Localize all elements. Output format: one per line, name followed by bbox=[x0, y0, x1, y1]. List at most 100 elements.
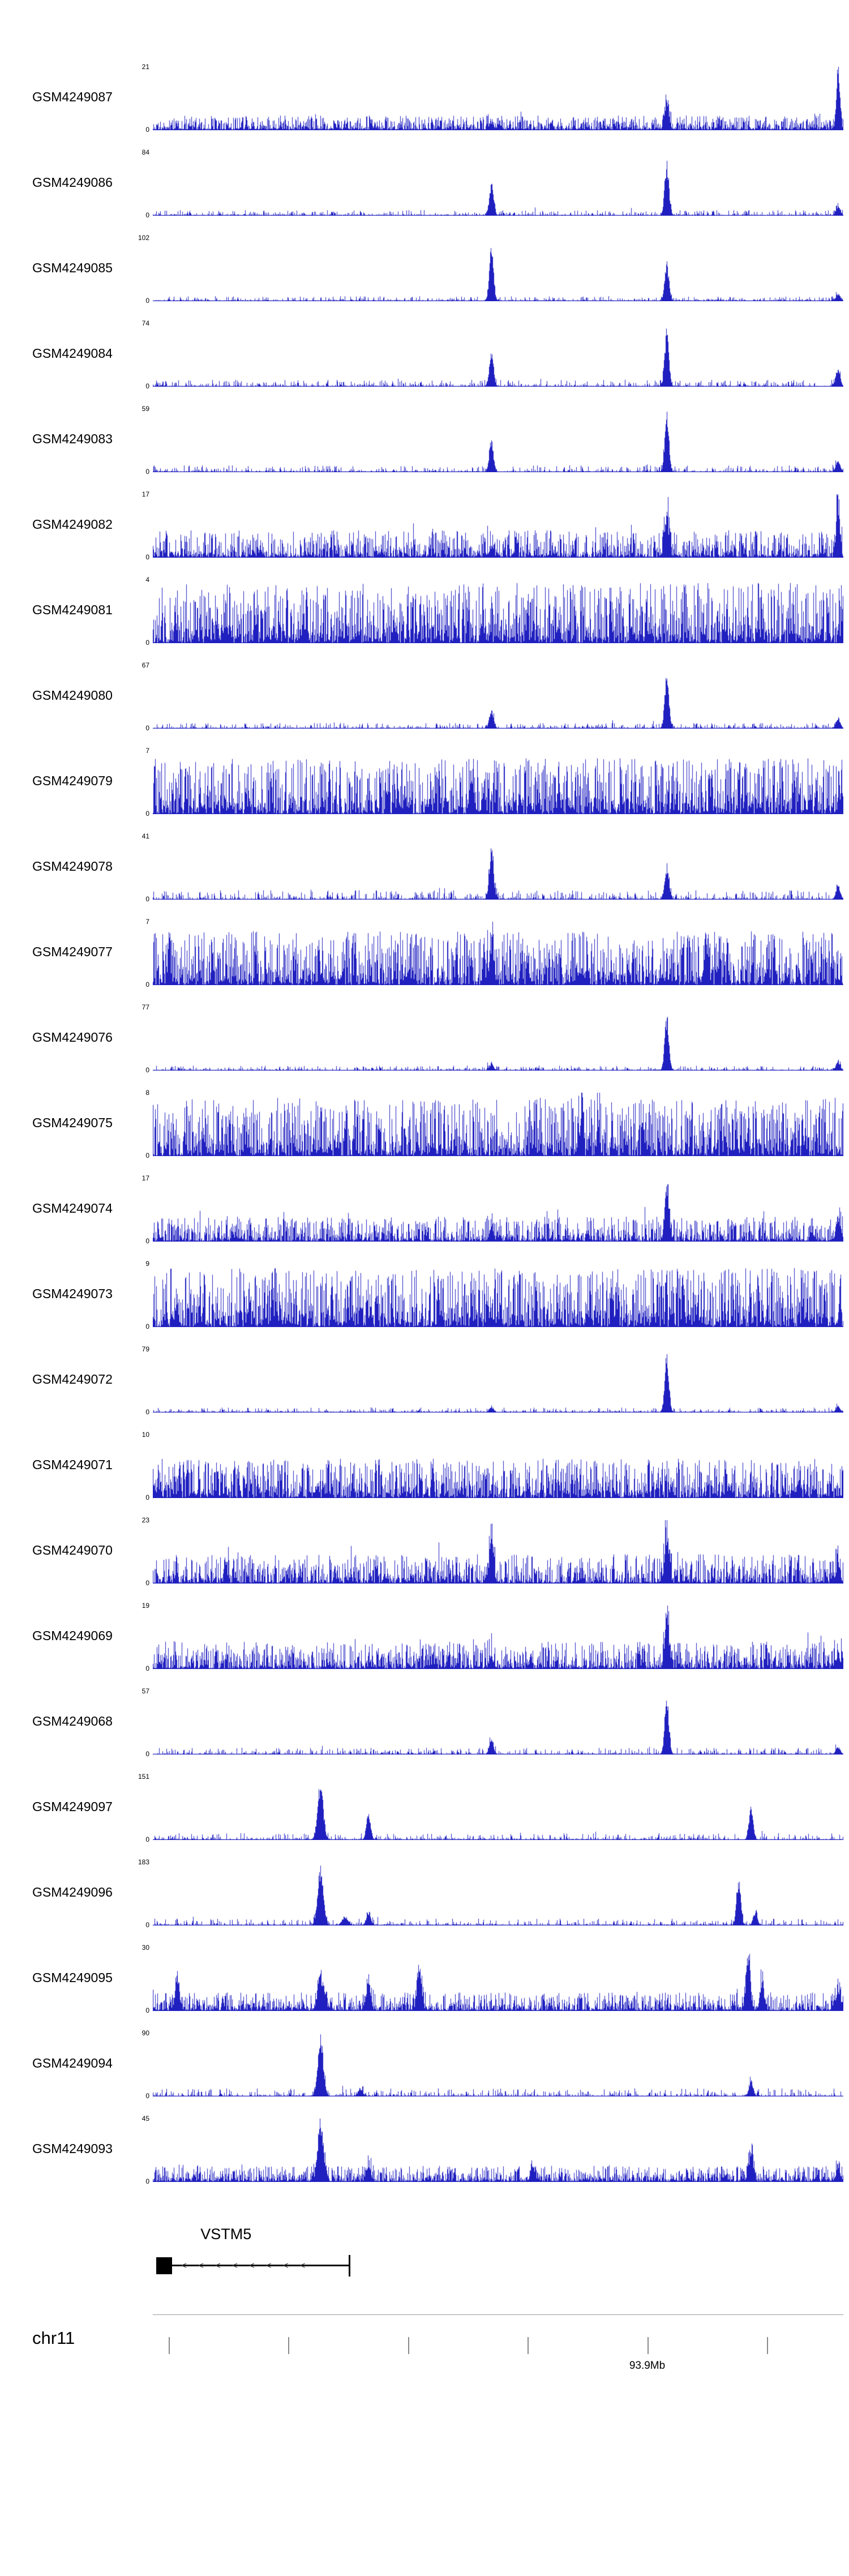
track-row-GSM4249084: GSM4249084 74 0 bbox=[0, 320, 849, 390]
track-label: GSM4249096 bbox=[32, 1885, 113, 1899]
track-label: GSM4249080 bbox=[32, 688, 113, 703]
track-ymax-value: 102 bbox=[138, 234, 149, 242]
track-signal-plot bbox=[153, 409, 843, 472]
track-label: GSM4249070 bbox=[32, 1543, 113, 1557]
track-signal-plot bbox=[153, 323, 843, 387]
track-label: GSM4249077 bbox=[32, 944, 113, 959]
gene-exon-box bbox=[156, 2257, 173, 2274]
track-label: GSM4249097 bbox=[32, 1799, 113, 1814]
track-row-GSM4249078: GSM4249078 41 0 bbox=[0, 832, 849, 903]
track-label: GSM4249072 bbox=[32, 1372, 113, 1387]
track-row-GSM4249086: GSM4249086 84 0 bbox=[0, 148, 849, 219]
track-row-GSM4249080: GSM4249080 67 0 bbox=[0, 661, 849, 732]
axis-position-label: 93.9Mb bbox=[629, 2360, 666, 2372]
track-ymin-value: 0 bbox=[145, 810, 149, 818]
track-label: GSM4249084 bbox=[32, 346, 113, 361]
track-label: GSM4249094 bbox=[32, 2056, 113, 2070]
track-signal-plot bbox=[153, 2119, 843, 2182]
track-label: GSM4249076 bbox=[32, 1030, 113, 1045]
track-ymax-value: 67 bbox=[142, 661, 149, 669]
track-row-GSM4249077: GSM4249077 7 0 bbox=[0, 918, 849, 988]
track-ymin-value: 0 bbox=[145, 1579, 149, 1587]
track-ymin-value: 0 bbox=[145, 297, 149, 305]
track-row-GSM4249069: GSM4249069 19 0 bbox=[0, 1602, 849, 1672]
track-ymax-value: 77 bbox=[142, 1003, 149, 1011]
track-ymin-value: 0 bbox=[145, 1152, 149, 1159]
track-ymin-value: 0 bbox=[145, 2177, 149, 2185]
track-row-GSM4249085: GSM4249085 102 0 bbox=[0, 234, 849, 305]
track-signal-plot bbox=[153, 1007, 843, 1071]
track-label: GSM4249086 bbox=[32, 175, 113, 190]
track-signal-plot bbox=[153, 2033, 843, 2096]
track-signal-plot bbox=[153, 1178, 843, 1242]
track-row-GSM4249076: GSM4249076 77 0 bbox=[0, 1003, 849, 1073]
track-signal-plot bbox=[153, 152, 843, 216]
track-signal-plot bbox=[153, 1606, 843, 1669]
track-label: GSM4249074 bbox=[32, 1201, 113, 1216]
track-label: GSM4249087 bbox=[32, 89, 113, 104]
track-ymin-value: 0 bbox=[145, 895, 149, 903]
track-row-GSM4249070: GSM4249070 23 0 bbox=[0, 1517, 849, 1587]
track-row-GSM4249072: GSM4249072 79 0 bbox=[0, 1345, 849, 1415]
track-ymin-value: 0 bbox=[145, 126, 149, 134]
track-ymax-value: 41 bbox=[142, 832, 149, 840]
track-label: GSM4249078 bbox=[32, 859, 113, 874]
track-ymin-value: 0 bbox=[145, 2006, 149, 2014]
track-label: GSM4249075 bbox=[32, 1115, 113, 1130]
gene-annotation-track: VSTM5 <<<<<<<< bbox=[153, 2222, 843, 2284]
track-signal-plot bbox=[153, 1862, 843, 1925]
track-signal-plot bbox=[153, 1264, 843, 1327]
track-ymin-value: 0 bbox=[145, 1494, 149, 1501]
track-row-GSM4249095: GSM4249095 30 0 bbox=[0, 1944, 849, 2014]
track-signal-plot bbox=[153, 1777, 843, 1840]
track-ymin-value: 0 bbox=[145, 382, 149, 390]
track-row-GSM4249097: GSM4249097 151 0 bbox=[0, 1773, 849, 1843]
gene-end-bar bbox=[349, 2255, 351, 2277]
track-ymin-value: 0 bbox=[145, 639, 149, 647]
track-ymax-value: 7 bbox=[145, 918, 149, 926]
gene-name-label: VSTM5 bbox=[200, 2226, 252, 2243]
track-ymax-value: 90 bbox=[142, 2029, 149, 2037]
track-ymax-value: 151 bbox=[138, 1773, 149, 1781]
track-row-GSM4249068: GSM4249068 57 0 bbox=[0, 1687, 849, 1757]
track-label: GSM4249071 bbox=[32, 1457, 113, 1472]
track-ymax-value: 9 bbox=[145, 1260, 149, 1268]
track-ymax-value: 79 bbox=[142, 1345, 149, 1353]
track-label: GSM4249068 bbox=[32, 1714, 113, 1728]
track-ymin-value: 0 bbox=[145, 1323, 149, 1330]
track-ymin-value: 0 bbox=[145, 1664, 149, 1672]
track-ymin-value: 0 bbox=[145, 1237, 149, 1245]
track-row-GSM4249074: GSM4249074 17 0 bbox=[0, 1175, 849, 1245]
track-ymax-value: 4 bbox=[145, 576, 149, 584]
track-row-GSM4249096: GSM4249096 183 0 bbox=[0, 1858, 849, 1929]
track-row-GSM4249075: GSM4249075 8 0 bbox=[0, 1089, 849, 1159]
track-signal-plot bbox=[153, 1520, 843, 1584]
track-label: GSM4249082 bbox=[32, 517, 113, 532]
track-ymin-value: 0 bbox=[145, 1835, 149, 1843]
track-signal-plot bbox=[153, 665, 843, 729]
track-ymax-value: 7 bbox=[145, 747, 149, 755]
track-label: GSM4249083 bbox=[32, 431, 113, 446]
track-ymax-value: 30 bbox=[142, 1944, 149, 1952]
track-ymin-value: 0 bbox=[145, 1921, 149, 1929]
track-row-GSM4249082: GSM4249082 17 0 bbox=[0, 491, 849, 560]
track-ymax-value: 59 bbox=[142, 405, 149, 413]
track-signal-plot bbox=[153, 67, 843, 130]
track-ymin-value: 0 bbox=[145, 2092, 149, 2100]
track-signal-plot bbox=[153, 1435, 843, 1498]
track-ymax-value: 183 bbox=[138, 1858, 149, 1866]
track-signal-plot bbox=[153, 751, 843, 814]
axis-tick bbox=[169, 2337, 170, 2354]
track-ymin-value: 0 bbox=[145, 724, 149, 732]
track-ymax-value: 84 bbox=[142, 148, 149, 156]
track-label: GSM4249095 bbox=[32, 1970, 113, 1985]
axis-tick bbox=[647, 2337, 649, 2354]
track-row-GSM4249071: GSM4249071 10 0 bbox=[0, 1431, 849, 1501]
track-ymax-value: 57 bbox=[142, 1687, 149, 1695]
gene-strand-arrows: <<<<<<<< bbox=[181, 2260, 317, 2271]
track-label: GSM4249081 bbox=[32, 602, 113, 617]
track-row-GSM4249073: GSM4249073 9 0 bbox=[0, 1260, 849, 1330]
axis-baseline bbox=[153, 2314, 843, 2315]
track-signal-plot bbox=[153, 922, 843, 985]
